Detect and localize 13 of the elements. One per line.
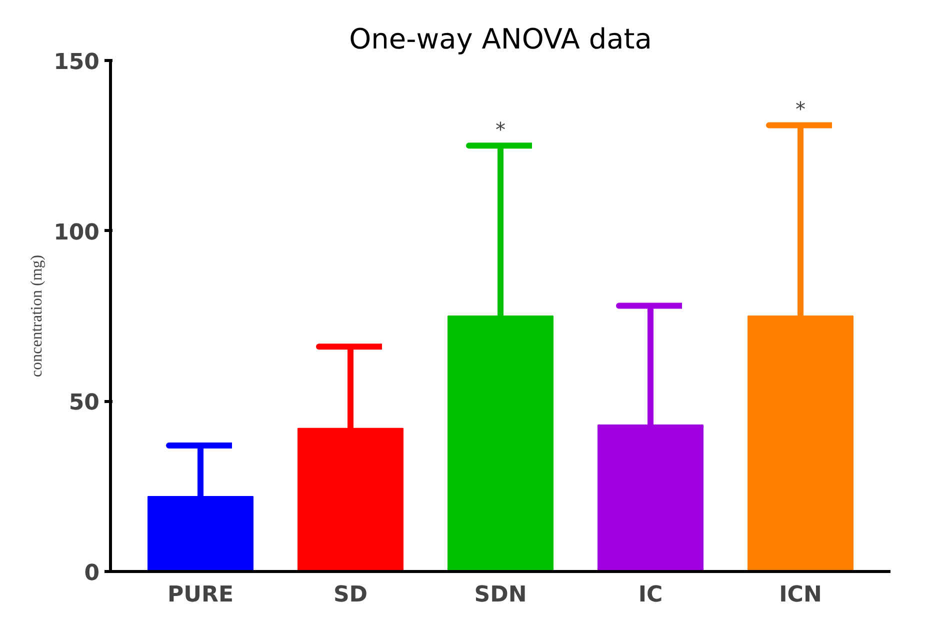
x-tick-label: SDN <box>474 582 527 608</box>
x-tick-label: SD <box>333 582 368 608</box>
y-tick-label: 150 <box>54 50 100 75</box>
x-tick-label: ICN <box>779 582 822 608</box>
y-axis-title: concentration (mg) <box>28 254 46 378</box>
x-tick-label: PURE <box>168 582 234 608</box>
annotation: * <box>496 118 506 142</box>
chart-title: One-way ANOVA data <box>349 22 652 56</box>
y-tick-label: 50 <box>68 390 100 416</box>
y-tick-label: 0 <box>84 561 100 586</box>
x-tick-label: IC <box>638 582 663 608</box>
y-tick-label: 100 <box>54 220 100 246</box>
annotation: * <box>796 97 806 122</box>
